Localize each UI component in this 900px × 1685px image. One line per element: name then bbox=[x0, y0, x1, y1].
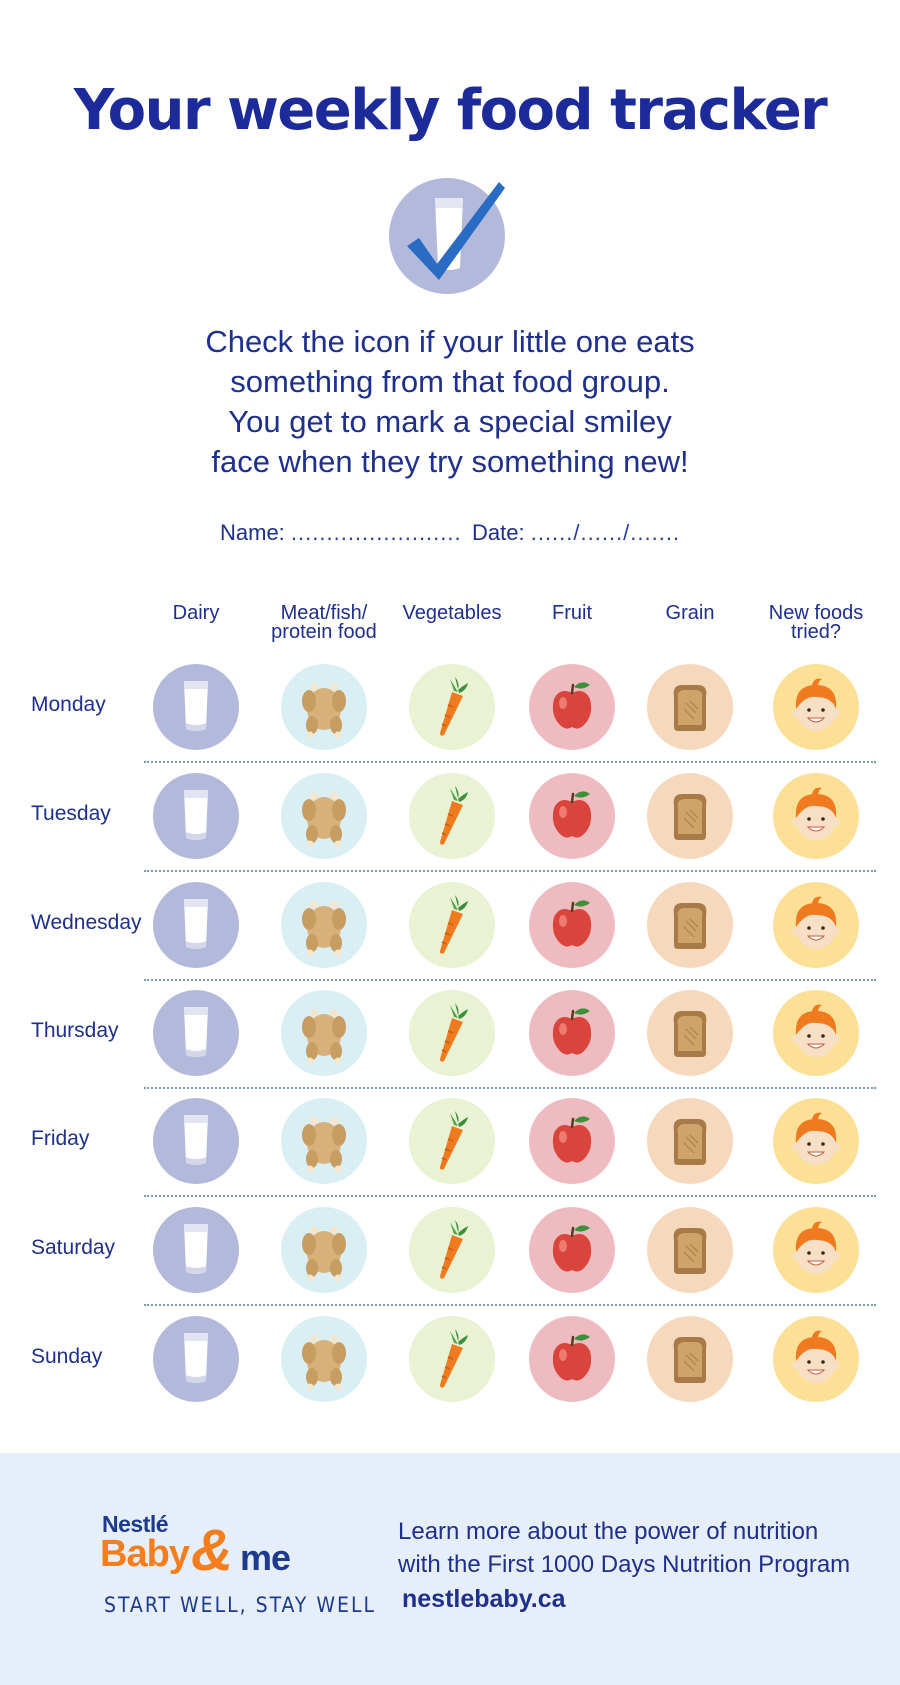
smiley-face-icon[interactable] bbox=[772, 772, 860, 860]
apple-icon[interactable] bbox=[528, 881, 616, 969]
milk-glass-icon[interactable] bbox=[152, 1315, 240, 1403]
column-header: Vegetables bbox=[387, 602, 517, 624]
row-divider bbox=[144, 979, 876, 981]
name-label: Name: bbox=[220, 520, 285, 545]
column-header: Grain bbox=[625, 602, 755, 624]
carrot-icon[interactable] bbox=[408, 1097, 496, 1185]
page-title: Your weekly food tracker bbox=[73, 78, 828, 143]
footer-link[interactable]: nestlebaby.ca bbox=[402, 1585, 566, 1613]
smiley-face-icon[interactable] bbox=[772, 881, 860, 969]
milk-glass-icon[interactable] bbox=[152, 772, 240, 860]
day-label: Wednesday bbox=[31, 911, 142, 934]
roast-chicken-icon[interactable] bbox=[280, 1206, 368, 1294]
toast-bread-icon[interactable] bbox=[646, 989, 734, 1077]
footer-line: Learn more about the power of nutrition bbox=[398, 1518, 819, 1545]
toast-bread-icon[interactable] bbox=[646, 1206, 734, 1294]
instruction-line: You get to mark a special smiley bbox=[228, 404, 672, 439]
apple-icon[interactable] bbox=[528, 772, 616, 860]
smiley-face-icon[interactable] bbox=[772, 1315, 860, 1403]
column-header-line: New foods bbox=[768, 602, 864, 624]
column-header-line: Dairy bbox=[172, 602, 220, 624]
row-divider bbox=[144, 1087, 876, 1089]
smiley-face-icon[interactable] bbox=[772, 663, 860, 751]
carrot-icon[interactable] bbox=[408, 663, 496, 751]
date-label: Date: bbox=[472, 520, 525, 545]
footer-info: Learn more about the power of nutrition … bbox=[398, 1515, 850, 1616]
instructions: Check the icon if your little one eats s… bbox=[150, 322, 750, 482]
day-label: Monday bbox=[31, 693, 106, 716]
milk-glass-icon[interactable] bbox=[152, 663, 240, 751]
brand-tagline: START WELL, STAY WELL bbox=[104, 1593, 376, 1617]
roast-chicken-icon[interactable] bbox=[280, 989, 368, 1077]
row-divider bbox=[144, 870, 876, 872]
milk-checkmark-icon bbox=[389, 178, 505, 294]
column-header: Fruit bbox=[507, 602, 637, 624]
roast-chicken-icon[interactable] bbox=[280, 1315, 368, 1403]
apple-icon[interactable] bbox=[528, 1097, 616, 1185]
brand-logo-me: me bbox=[240, 1537, 291, 1578]
carrot-icon[interactable] bbox=[408, 772, 496, 860]
roast-chicken-icon[interactable] bbox=[280, 1097, 368, 1185]
instruction-line: Check the icon if your little one eats bbox=[205, 324, 695, 359]
footer-line: with the First 1000 Days Nutrition Progr… bbox=[398, 1551, 851, 1578]
day-label: Sunday bbox=[31, 1345, 103, 1368]
carrot-icon[interactable] bbox=[408, 1206, 496, 1294]
column-header: Dairy bbox=[131, 602, 261, 624]
toast-bread-icon[interactable] bbox=[646, 772, 734, 860]
day-label: Thursday bbox=[31, 1019, 119, 1042]
column-header-line: tried? bbox=[790, 621, 842, 643]
apple-icon[interactable] bbox=[528, 1315, 616, 1403]
carrot-icon[interactable] bbox=[408, 1315, 496, 1403]
column-header-line: Meat/fish/ bbox=[280, 602, 368, 624]
instruction-line: face when they try something new! bbox=[211, 444, 689, 479]
date-field[interactable]: ....../....../....... bbox=[530, 520, 681, 545]
column-header: New foods tried? bbox=[751, 602, 881, 643]
brand-logo-baby: Baby bbox=[100, 1533, 190, 1575]
smiley-face-icon[interactable] bbox=[772, 1206, 860, 1294]
apple-icon[interactable] bbox=[528, 663, 616, 751]
brand-logo-nestle: Nestlé bbox=[102, 1511, 169, 1537]
day-label: Friday bbox=[31, 1127, 90, 1150]
carrot-icon[interactable] bbox=[408, 989, 496, 1077]
row-divider bbox=[144, 1304, 876, 1306]
smiley-face-icon[interactable] bbox=[772, 989, 860, 1077]
milk-glass-icon[interactable] bbox=[152, 881, 240, 969]
roast-chicken-icon[interactable] bbox=[280, 663, 368, 751]
footer: Nestlé Baby & me START WELL, STAY WELL L… bbox=[0, 1453, 900, 1685]
smiley-face-icon[interactable] bbox=[772, 1097, 860, 1185]
milk-glass-icon[interactable] bbox=[152, 1097, 240, 1185]
day-label: Tuesday bbox=[31, 802, 111, 825]
toast-bread-icon[interactable] bbox=[646, 1315, 734, 1403]
milk-glass-icon[interactable] bbox=[152, 989, 240, 1077]
row-divider bbox=[144, 1195, 876, 1197]
apple-icon[interactable] bbox=[528, 989, 616, 1077]
apple-icon[interactable] bbox=[528, 1206, 616, 1294]
roast-chicken-icon[interactable] bbox=[280, 881, 368, 969]
carrot-icon[interactable] bbox=[408, 881, 496, 969]
column-header-line: Grain bbox=[665, 602, 715, 624]
toast-bread-icon[interactable] bbox=[646, 881, 734, 969]
brand-logo-ampersand: & bbox=[191, 1518, 233, 1583]
row-divider bbox=[144, 761, 876, 763]
column-header-line: protein food bbox=[271, 621, 377, 643]
column-header-line: Vegetables bbox=[402, 602, 502, 624]
name-field[interactable]: ........................ bbox=[290, 520, 462, 545]
instruction-line: something from that food group. bbox=[230, 364, 670, 399]
column-header: Meat/fish/protein food bbox=[259, 602, 389, 643]
milk-glass-icon[interactable] bbox=[152, 1206, 240, 1294]
day-label: Saturday bbox=[31, 1236, 116, 1259]
roast-chicken-icon[interactable] bbox=[280, 772, 368, 860]
toast-bread-icon[interactable] bbox=[646, 663, 734, 751]
toast-bread-icon[interactable] bbox=[646, 1097, 734, 1185]
column-header-line: Fruit bbox=[552, 602, 592, 624]
